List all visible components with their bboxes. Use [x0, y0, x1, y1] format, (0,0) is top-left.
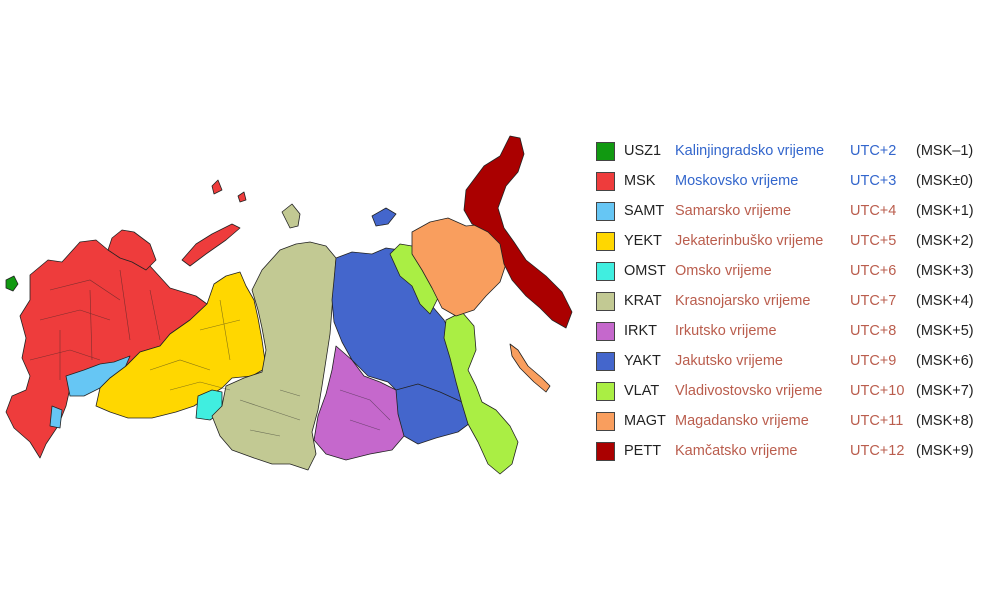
zone-name-link[interactable]: Moskovsko vrijeme: [675, 173, 799, 189]
legend-row-yekt: YEKT Jekaterinbuško vrijeme UTC+5 (MSK+2): [596, 228, 996, 258]
legend-row-magt: MAGT Magadansko vrijeme UTC+11 (MSK+8): [596, 408, 996, 438]
zone-utc-link[interactable]: UTC+10: [850, 383, 905, 399]
zone-msk-offset: (MSK+6): [916, 353, 974, 369]
legend-row-msk: MSK Moskovsko vrijeme UTC+3 (MSK±0): [596, 168, 996, 198]
zone-utc-link[interactable]: UTC+11: [850, 413, 904, 429]
region-severnaya-zemlya: [281, 203, 301, 229]
zone-name-link[interactable]: Kamčatsko vrijeme: [675, 443, 798, 459]
zone-code: VLAT: [624, 383, 660, 399]
zone-utc-link[interactable]: UTC+6: [850, 263, 897, 279]
legend-row-vlat: VLAT Vladivostovsko vrijeme UTC+10 (MSK+7): [596, 378, 996, 408]
region-krat: [211, 241, 337, 471]
legend-swatch: [596, 292, 615, 311]
zone-utc-link[interactable]: UTC+2: [850, 143, 897, 159]
zone-utc-link[interactable]: UTC+3: [850, 173, 897, 189]
region-arctic-islands: [237, 191, 247, 203]
legend-swatch: [596, 202, 615, 221]
legend-swatch: [596, 352, 615, 371]
region-new-siberian-islands: [371, 207, 397, 227]
region-sakhalin: [509, 343, 551, 393]
zone-msk-offset: (MSK+7): [916, 383, 974, 399]
zone-name-link[interactable]: Samarsko vrijeme: [675, 203, 792, 219]
zone-name-link[interactable]: Jakutsko vrijeme: [675, 353, 783, 369]
region-vlat-south: [443, 311, 519, 475]
zone-msk-offset: (MSK+8): [916, 413, 974, 429]
zone-msk-offset: (MSK+2): [916, 233, 974, 249]
zone-msk-offset: (MSK+1): [916, 203, 974, 219]
zone-utc-link[interactable]: UTC+4: [850, 203, 897, 219]
zone-code: YEKT: [624, 233, 662, 249]
zone-name-link[interactable]: Magadansko vrijeme: [675, 413, 809, 429]
time-zone-legend: USZ1 Kalinjingradsko vrijeme UTC+2 (MSK–1) M…: [596, 138, 996, 468]
legend-swatch: [596, 262, 615, 281]
legend-swatch: [596, 382, 615, 401]
region-magt: [411, 217, 507, 317]
zone-msk-offset: (MSK+9): [916, 443, 974, 459]
zone-name-link[interactable]: Irkutsko vrijeme: [675, 323, 777, 339]
zone-name-link[interactable]: Krasnojarsko vrijeme: [675, 293, 811, 309]
zone-code: MSK: [624, 173, 656, 189]
zone-msk-offset: (MSK–1): [916, 143, 974, 159]
legend-row-samt: SAMT Samarsko vrijeme UTC+4 (MSK+1): [596, 198, 996, 228]
zone-code: SAMT: [624, 203, 665, 219]
legend-swatch: [596, 322, 615, 341]
zone-code: IRKT: [624, 323, 658, 339]
legend-row-krat: KRAT Krasnojarsko vrijeme UTC+7 (MSK+4): [596, 288, 996, 318]
zone-name-link[interactable]: Kalinjingradsko vrijeme: [675, 143, 825, 159]
zone-msk-offset: (MSK±0): [916, 173, 974, 189]
russia-time-zone-map: [0, 120, 580, 480]
legend-swatch: [596, 232, 615, 251]
region-msk-north: [107, 229, 157, 271]
zone-utc-link[interactable]: UTC+8: [850, 323, 897, 339]
legend-row-irkt: IRKT Irkutsko vrijeme UTC+8 (MSK+5): [596, 318, 996, 348]
zone-name-link[interactable]: Jekaterinbuško vrijeme: [675, 233, 824, 249]
zone-utc-link[interactable]: UTC+9: [850, 353, 897, 369]
region-irkt: [313, 345, 405, 461]
zone-code: USZ1: [624, 143, 662, 159]
legend-swatch: [596, 412, 615, 431]
legend-row-pett: PETT Kamčatsko vrijeme UTC+12 (MSK+9): [596, 438, 996, 468]
zone-msk-offset: (MSK+5): [916, 323, 974, 339]
zone-msk-offset: (MSK+4): [916, 293, 974, 309]
zone-name-link[interactable]: Omsko vrijeme: [675, 263, 772, 279]
legend-swatch: [596, 142, 615, 161]
legend-row-omst: OMST Omsko vrijeme UTC+6 (MSK+3): [596, 258, 996, 288]
zone-utc-link[interactable]: UTC+7: [850, 293, 897, 309]
zone-utc-link[interactable]: UTC+5: [850, 233, 897, 249]
zone-code: OMST: [624, 263, 666, 279]
zone-code: KRAT: [624, 293, 662, 309]
zone-name-link[interactable]: Vladivostovsko vrijeme: [675, 383, 823, 399]
legend-swatch: [596, 172, 615, 191]
region-novaya-zemlya: [181, 223, 241, 267]
legend-swatch: [596, 442, 615, 461]
zone-msk-offset: (MSK+3): [916, 263, 974, 279]
zone-code: PETT: [624, 443, 662, 459]
legend-row-usz1: USZ1 Kalinjingradsko vrijeme UTC+2 (MSK–1): [596, 138, 996, 168]
region-usz1: [5, 275, 19, 292]
region-vaygach: [211, 179, 223, 195]
region-samt-south: [49, 405, 63, 429]
zone-utc-link[interactable]: UTC+12: [850, 443, 905, 459]
zone-code: YAKT: [624, 353, 661, 369]
legend-row-yakt: YAKT Jakutsko vrijeme UTC+9 (MSK+6): [596, 348, 996, 378]
region-pett: [463, 135, 573, 329]
zone-code: MAGT: [624, 413, 666, 429]
